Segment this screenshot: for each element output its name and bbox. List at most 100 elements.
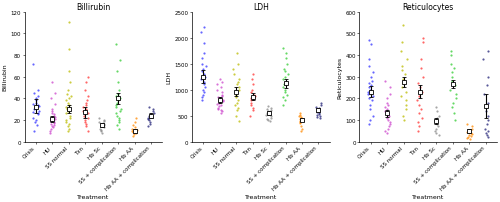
Point <box>214 83 222 87</box>
Point <box>100 120 108 123</box>
Point <box>447 50 455 53</box>
Point <box>281 70 289 74</box>
Point <box>418 91 426 94</box>
Point <box>484 50 492 53</box>
Point <box>50 124 58 127</box>
Point <box>200 91 207 94</box>
Point <box>201 86 209 89</box>
Point <box>300 119 308 122</box>
Point <box>402 91 410 94</box>
Point <box>46 97 54 100</box>
Point <box>297 125 305 128</box>
Point <box>452 119 460 122</box>
Point <box>364 82 372 85</box>
Point <box>248 107 256 110</box>
Point <box>402 99 409 102</box>
Point <box>413 99 421 102</box>
Point <box>369 95 377 98</box>
Point <box>100 124 108 127</box>
Point <box>367 43 375 46</box>
Point <box>296 118 304 121</box>
Point <box>383 108 391 111</box>
Point <box>432 106 440 109</box>
Point <box>436 114 444 118</box>
Point <box>34 112 42 116</box>
Point <box>249 73 257 76</box>
Point <box>484 129 492 133</box>
Point <box>128 127 136 130</box>
Point <box>218 91 226 94</box>
Point <box>279 78 287 81</box>
Point <box>447 63 455 66</box>
Point <box>218 100 226 103</box>
Point <box>264 110 272 113</box>
Point <box>99 122 107 125</box>
Point <box>198 96 206 100</box>
Point <box>419 76 427 79</box>
Point <box>114 121 122 124</box>
Point <box>313 116 321 119</box>
Point <box>317 104 325 107</box>
Point <box>315 107 323 110</box>
Point <box>418 117 426 120</box>
Point <box>218 94 226 97</box>
Point <box>282 81 290 84</box>
Point <box>114 81 122 84</box>
X-axis label: Treatment: Treatment <box>245 194 277 199</box>
Point <box>198 99 206 102</box>
Point <box>52 103 60 106</box>
Point <box>451 84 459 87</box>
Point <box>386 86 394 89</box>
Point <box>414 82 422 85</box>
Point <box>200 73 208 76</box>
X-axis label: Treatment: Treatment <box>78 194 110 199</box>
Point <box>200 42 208 45</box>
Point <box>432 121 440 124</box>
Point <box>283 94 291 97</box>
Point <box>368 99 376 102</box>
Point <box>366 104 374 107</box>
Point <box>417 67 425 70</box>
Point <box>249 109 257 113</box>
Point <box>414 125 422 128</box>
Point <box>230 73 238 76</box>
Point <box>144 118 152 121</box>
Point <box>249 98 257 101</box>
Point <box>418 37 426 40</box>
Point <box>384 127 392 130</box>
Point <box>144 114 152 118</box>
Point <box>246 114 254 118</box>
Point <box>116 110 124 113</box>
Point <box>298 115 306 119</box>
Point <box>433 110 441 113</box>
Point <box>82 81 90 84</box>
Point <box>484 101 492 105</box>
Point <box>402 104 410 107</box>
Point <box>484 76 492 79</box>
Point <box>264 119 272 122</box>
Point <box>200 81 208 84</box>
Point <box>214 107 222 110</box>
Point <box>452 93 460 96</box>
Point <box>84 117 92 120</box>
Point <box>314 114 322 117</box>
Point <box>231 104 239 107</box>
Point <box>234 99 242 102</box>
Point <box>381 129 389 133</box>
Point <box>217 109 225 113</box>
Point <box>96 127 104 130</box>
Point <box>480 58 488 62</box>
Point <box>235 88 243 92</box>
Point <box>112 104 120 107</box>
Point <box>433 119 441 122</box>
Point <box>432 132 440 135</box>
Point <box>414 112 422 116</box>
Point <box>48 81 56 84</box>
Point <box>365 123 373 126</box>
Point <box>115 88 123 92</box>
Point <box>400 119 408 122</box>
Point <box>112 43 120 46</box>
Point <box>150 112 158 116</box>
Point <box>113 114 121 118</box>
Point <box>82 101 90 105</box>
